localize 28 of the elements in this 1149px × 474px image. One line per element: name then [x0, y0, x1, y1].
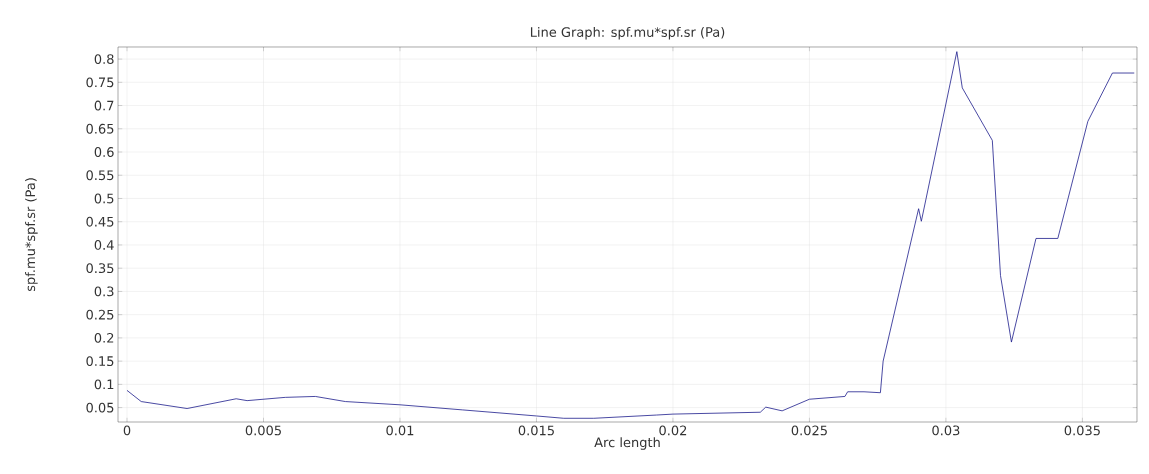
- x-tick-label: 0.01: [386, 425, 414, 436]
- x-tick-label: 0.025: [791, 425, 827, 436]
- y-tick-label: 0.8: [94, 54, 114, 64]
- line-series: [126, 51, 1135, 419]
- y-axis-title: spf.mu*spf.sr (Pa): [25, 178, 38, 292]
- x-tick-label: 0.02: [659, 425, 687, 436]
- y-tick-label: 0.25: [86, 309, 114, 320]
- x-tick-label: 0.015: [518, 425, 554, 436]
- y-tick-label: 0.45: [86, 216, 114, 227]
- y-tick-label: 0.3: [94, 286, 114, 297]
- y-tick-label: 0.35: [86, 263, 114, 274]
- y-tick-label: 0.75: [86, 77, 114, 88]
- y-tick-label: 0.2: [94, 332, 114, 343]
- x-tick-label: 0: [123, 425, 131, 436]
- y-tick-label: 0.15: [86, 356, 114, 367]
- y-tick-label: 0.4: [94, 240, 114, 250]
- y-tick-label: 0.5: [94, 193, 114, 204]
- y-tick-label: 0.05: [86, 402, 114, 413]
- x-axis-title: Arc length: [594, 437, 660, 450]
- chart-title: Line Graph: spf.mu*spf.sr (Pa): [530, 26, 725, 40]
- y-tick-label: 0.7: [94, 100, 114, 111]
- x-tick-label: 0.005: [245, 425, 281, 436]
- x-tick-label: 0.035: [1064, 425, 1100, 436]
- y-tick-label: 0.6: [94, 147, 114, 157]
- x-tick-label: 0.03: [932, 425, 960, 436]
- y-tick-label: 0.55: [86, 170, 114, 181]
- y-tick-label: 0.65: [86, 123, 114, 134]
- y-tick-label: 0.1: [94, 379, 114, 390]
